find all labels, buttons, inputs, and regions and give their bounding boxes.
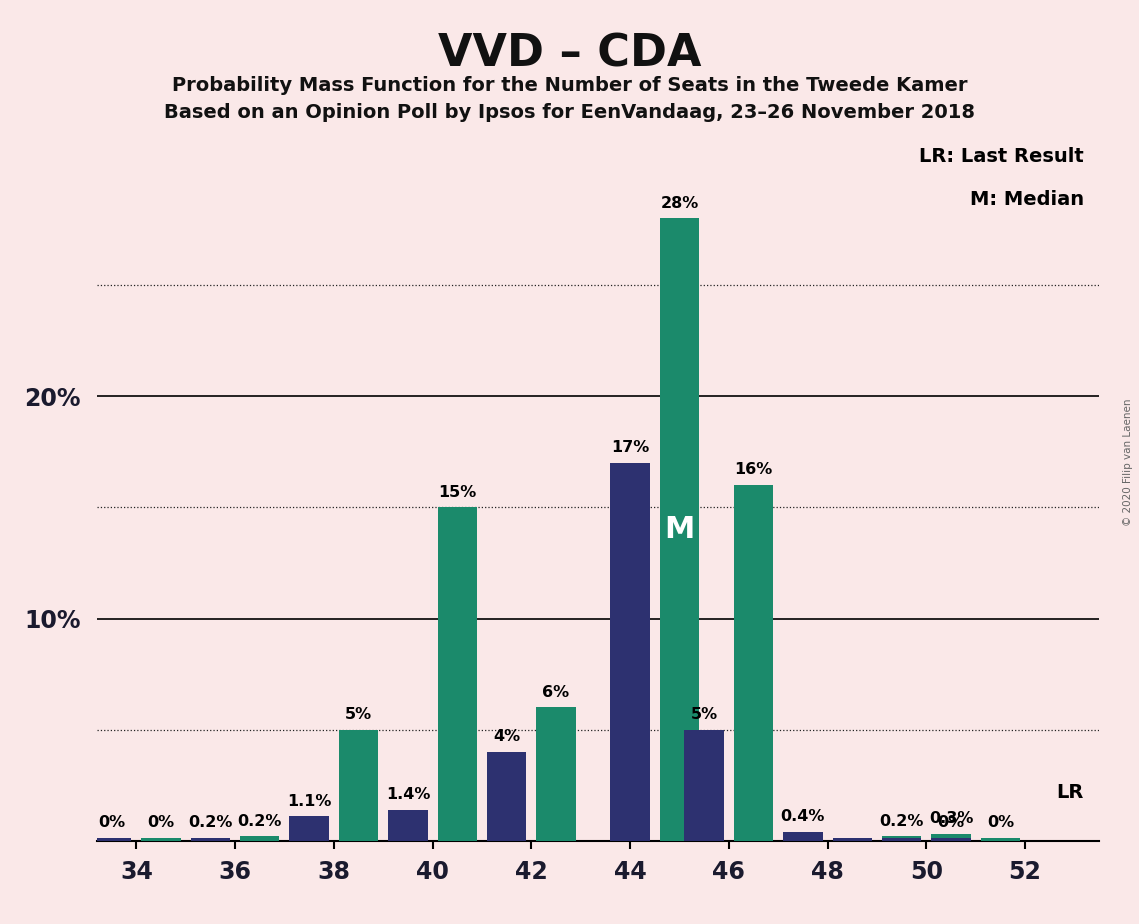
Bar	[882, 836, 921, 841]
Bar	[932, 838, 970, 841]
Bar	[536, 708, 575, 841]
Text: Based on an Opinion Poll by Ipsos for EenVandaag, 23–26 November 2018: Based on an Opinion Poll by Ipsos for Ee…	[164, 103, 975, 123]
Text: M: Median: M: Median	[970, 189, 1084, 209]
Text: 1.1%: 1.1%	[287, 794, 331, 808]
Bar	[882, 838, 921, 841]
Text: 0.2%: 0.2%	[188, 815, 232, 831]
Bar	[685, 730, 723, 841]
Text: LR: Last Result: LR: Last Result	[919, 147, 1084, 166]
Text: 0%: 0%	[98, 815, 125, 831]
Bar	[289, 817, 329, 841]
Bar	[141, 838, 181, 841]
Text: 6%: 6%	[542, 685, 570, 699]
Text: 17%: 17%	[611, 440, 649, 456]
Bar	[388, 809, 427, 841]
Text: 1.4%: 1.4%	[386, 787, 431, 802]
Bar	[611, 463, 649, 841]
Bar	[338, 730, 378, 841]
Text: 0%: 0%	[147, 815, 174, 831]
Text: 0.2%: 0.2%	[879, 814, 924, 829]
Text: Probability Mass Function for the Number of Seats in the Tweede Kamer: Probability Mass Function for the Number…	[172, 76, 967, 95]
Bar	[487, 752, 526, 841]
Text: 28%: 28%	[661, 196, 698, 211]
Bar	[92, 838, 131, 841]
Text: 0%: 0%	[986, 815, 1014, 831]
Text: 0.2%: 0.2%	[238, 814, 282, 829]
Text: 15%: 15%	[439, 484, 476, 500]
Text: 0.4%: 0.4%	[780, 809, 825, 824]
Text: 0.3%: 0.3%	[928, 811, 973, 826]
Bar	[932, 834, 970, 841]
Text: M: M	[664, 515, 695, 544]
Text: 5%: 5%	[345, 707, 372, 722]
Bar	[833, 838, 872, 841]
Bar	[190, 838, 230, 841]
Bar	[659, 218, 699, 841]
Bar	[833, 838, 872, 841]
Text: 16%: 16%	[735, 462, 772, 478]
Bar	[734, 485, 773, 841]
Bar	[240, 836, 279, 841]
Text: 4%: 4%	[493, 729, 521, 744]
Text: 0%: 0%	[937, 815, 965, 831]
Text: VVD – CDA: VVD – CDA	[437, 32, 702, 76]
Text: 5%: 5%	[690, 707, 718, 722]
Bar	[981, 838, 1021, 841]
Text: LR: LR	[1057, 783, 1084, 802]
Text: © 2020 Filip van Laenen: © 2020 Filip van Laenen	[1123, 398, 1133, 526]
Bar	[437, 507, 477, 841]
Bar	[784, 832, 822, 841]
